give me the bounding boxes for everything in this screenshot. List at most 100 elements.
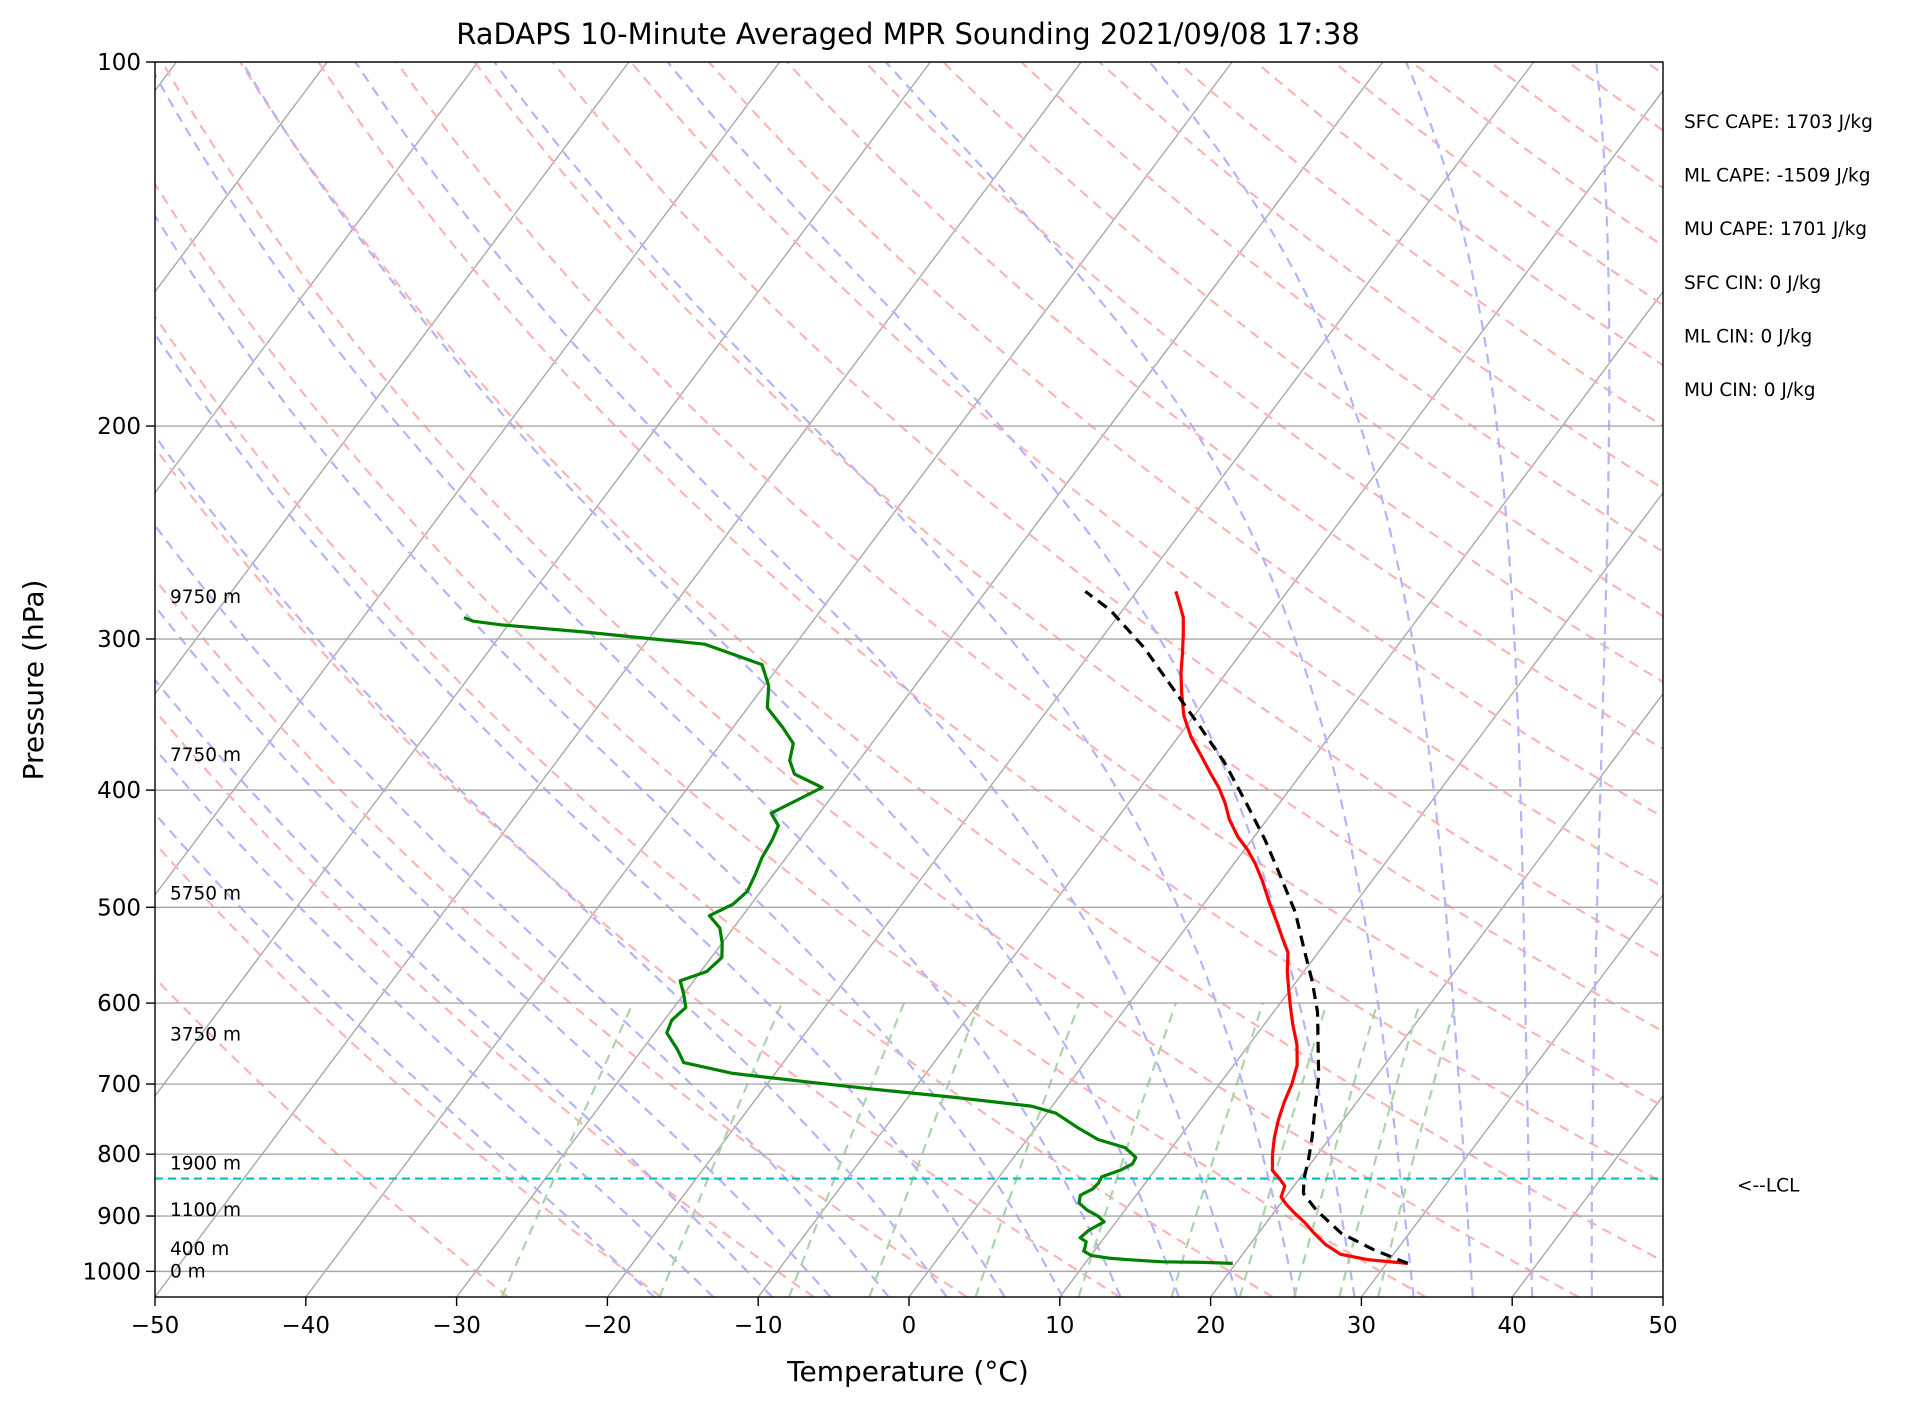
height-label: 9750 m bbox=[170, 587, 241, 608]
moist-adiabat-line bbox=[242, 62, 1179, 1297]
height-label: 1100 m bbox=[170, 1200, 241, 1221]
dry-adiabat-line bbox=[475, 62, 1925, 1297]
stat-annotation: SFC CIN: 0 J/kg bbox=[1684, 273, 1821, 294]
height-label: 3750 m bbox=[170, 1025, 241, 1046]
mixing-ratio-line bbox=[976, 1003, 1080, 1297]
temperature-trace bbox=[1176, 591, 1408, 1263]
moist-adiabat-line bbox=[0, 62, 830, 1297]
dry-adiabat-line bbox=[397, 62, 1925, 1297]
sounding-traces bbox=[464, 591, 1408, 1263]
isotherm-line bbox=[306, 62, 1232, 1297]
isotherm-line bbox=[457, 62, 1383, 1297]
moist-adiabat-line bbox=[1, 62, 1005, 1297]
mixing-ratio-line bbox=[869, 1003, 979, 1297]
y-tick-label: 800 bbox=[97, 1142, 141, 1168]
dry-adiabat-line bbox=[0, 62, 1120, 1297]
y-tick-label: 200 bbox=[97, 414, 141, 440]
y-tick-label: 100 bbox=[97, 50, 141, 76]
dry-adiabat-line bbox=[1646, 62, 1925, 1297]
dry-adiabat-line bbox=[318, 62, 1884, 1297]
dry-adiabat-line bbox=[84, 62, 1426, 1297]
mixing-ratio-line bbox=[1240, 1003, 1327, 1297]
x-tick-label: −50 bbox=[131, 1313, 180, 1339]
isotherm-line bbox=[607, 62, 1533, 1297]
stat-annotation: MU CIN: 0 J/kg bbox=[1684, 380, 1816, 401]
dry-adiabat-line bbox=[0, 62, 508, 1297]
moist-adiabat-line bbox=[494, 62, 1295, 1297]
y-tick-label: 1000 bbox=[82, 1259, 141, 1285]
moist-adiabat-line bbox=[1592, 62, 1610, 1297]
isotherm-line bbox=[155, 62, 1081, 1297]
dry-adiabat-line bbox=[0, 62, 661, 1297]
isotherm-line bbox=[0, 62, 780, 1297]
x-tick-label: 30 bbox=[1347, 1313, 1376, 1339]
isotherm-line bbox=[1361, 62, 1925, 1297]
y-tick-label: 600 bbox=[97, 991, 141, 1017]
dry-adiabat-line bbox=[1724, 62, 1925, 1297]
dry-adiabat-line bbox=[553, 62, 1925, 1297]
dewpoint-trace bbox=[464, 618, 1233, 1264]
pressure-gridlines bbox=[155, 62, 1663, 1271]
y-tick-label: 400 bbox=[97, 778, 141, 804]
x-tick-label: −40 bbox=[282, 1313, 331, 1339]
dry-adiabat-line bbox=[1802, 62, 1925, 1297]
isotherm-line bbox=[1512, 62, 1925, 1297]
chart-title: RaDAPS 10-Minute Averaged MPR Sounding 2… bbox=[456, 17, 1360, 51]
x-tick-label: 20 bbox=[1196, 1313, 1225, 1339]
isotherm-line bbox=[0, 62, 629, 1297]
height-label: 0 m bbox=[170, 1261, 206, 1282]
height-label: 5750 m bbox=[170, 883, 241, 904]
y-tick-label: 300 bbox=[97, 627, 141, 653]
moist-adiabat-line bbox=[0, 62, 947, 1297]
dry-adiabat-line bbox=[0, 62, 814, 1297]
dry-adiabat-line bbox=[1490, 62, 1925, 1297]
mixing-ratio-line bbox=[1172, 1003, 1263, 1297]
mixing-ratio-line bbox=[789, 1003, 904, 1297]
x-tick-label: −20 bbox=[583, 1313, 632, 1339]
dry-adiabat-line bbox=[6, 62, 1273, 1297]
isotherm-line bbox=[1663, 62, 1925, 1297]
stat-annotation: ML CAPE: -1509 J/kg bbox=[1684, 166, 1870, 187]
dry-adiabat-line bbox=[240, 62, 1731, 1297]
y-tick-label: 900 bbox=[97, 1204, 141, 1230]
y-tick-label: 700 bbox=[97, 1072, 141, 1098]
x-tick-label: 40 bbox=[1498, 1313, 1527, 1339]
x-tick-label: −30 bbox=[432, 1313, 481, 1339]
x-tick-label: 10 bbox=[1045, 1313, 1074, 1339]
isotherm-line bbox=[1814, 62, 1925, 1297]
x-axis-title: Temperature (°C) bbox=[786, 1355, 1029, 1388]
lcl-label: <--LCL bbox=[1737, 1176, 1800, 1197]
dry-adiabat-line bbox=[709, 62, 1925, 1297]
x-tick-label: −10 bbox=[734, 1313, 783, 1339]
cape-cin-stats: SFC CAPE: 1703 J/kg ML CAPE: -1509 J/kg MU… bbox=[1684, 112, 1873, 401]
moist-adiabat-line bbox=[0, 62, 654, 1297]
y-axis-title: Pressure (hPa) bbox=[17, 580, 50, 781]
dry-adiabat-line bbox=[1334, 62, 1925, 1297]
stat-annotation: ML CIN: 0 J/kg bbox=[1684, 326, 1812, 347]
dry-adiabat-line bbox=[631, 62, 1925, 1297]
dry-adiabat-line bbox=[1412, 62, 1925, 1297]
x-tick-label: 0 bbox=[902, 1313, 917, 1339]
stat-annotation: MU CAPE: 1701 J/kg bbox=[1684, 219, 1867, 240]
height-label: 1900 m bbox=[170, 1153, 241, 1174]
mixing-ratio-line bbox=[1378, 1003, 1456, 1297]
stat-annotation: SFC CAPE: 1703 J/kg bbox=[1684, 112, 1873, 133]
moist-adiabat-line bbox=[0, 62, 713, 1297]
moist-adiabat-line bbox=[0, 62, 772, 1297]
mixing-ratio-line bbox=[502, 1003, 633, 1297]
background-lines bbox=[0, 62, 1925, 1297]
moist-adiabat-line bbox=[886, 62, 1414, 1297]
dry-adiabat-line bbox=[0, 62, 967, 1297]
dry-adiabat-line bbox=[1021, 62, 1925, 1297]
plot-frame bbox=[155, 62, 1663, 1297]
moist-adiabat-line bbox=[355, 62, 1237, 1297]
dry-adiabat-line bbox=[787, 62, 1925, 1297]
dry-adiabat-line bbox=[1568, 62, 1925, 1297]
dry-adiabat-line bbox=[943, 62, 1925, 1297]
height-label: 400 m bbox=[170, 1239, 229, 1260]
height-labels: 9750 m 7750 m 5750 m 3750 m 1900 m 1100 m 400 … bbox=[170, 587, 1800, 1282]
height-label: 7750 m bbox=[170, 745, 241, 766]
dry-adiabat-line bbox=[1256, 62, 1925, 1297]
